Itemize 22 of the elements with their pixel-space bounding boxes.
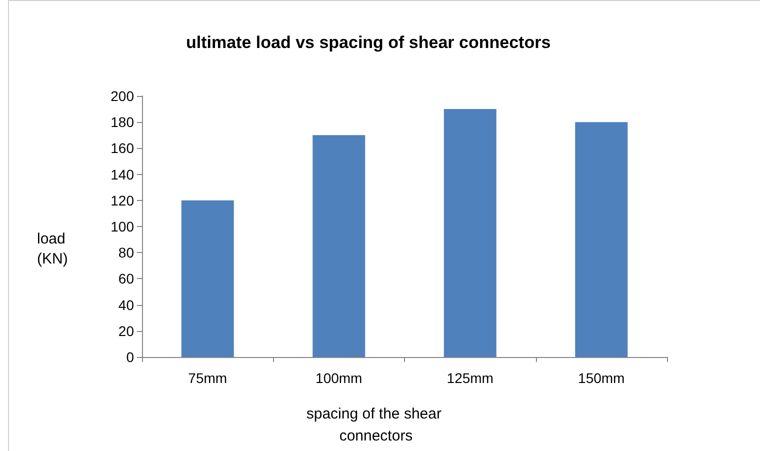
y-tick-label: 120 <box>110 192 134 208</box>
x-tick-label: 125mm <box>446 370 494 386</box>
bar <box>575 122 628 357</box>
bar <box>444 109 496 357</box>
bar <box>312 135 366 357</box>
y-tick-label: 0 <box>126 349 134 365</box>
chart-title: ultimate load vs spacing of shear connectors <box>186 33 551 52</box>
y-tick-label: 40 <box>118 296 134 313</box>
y-tick-label: 20 <box>118 322 134 339</box>
y-tick-label: 160 <box>110 140 134 156</box>
x-axis-title: spacing of the shear connectors <box>306 406 446 444</box>
y-tick-label: 80 <box>118 244 134 261</box>
x-tick-label: 150mm <box>578 370 625 386</box>
y-tick-label: 140 <box>110 166 134 182</box>
y-tick-label: 180 <box>110 114 134 130</box>
x-tick-label: 100mm <box>316 370 362 386</box>
y-axis-title: load (KN) <box>37 230 70 268</box>
y-tick-label: 200 <box>110 88 134 104</box>
x-tick-label: 75mm <box>188 370 228 386</box>
bar <box>181 200 234 357</box>
y-tick-label: 100 <box>110 218 134 234</box>
y-tick-label: 60 <box>118 270 134 287</box>
